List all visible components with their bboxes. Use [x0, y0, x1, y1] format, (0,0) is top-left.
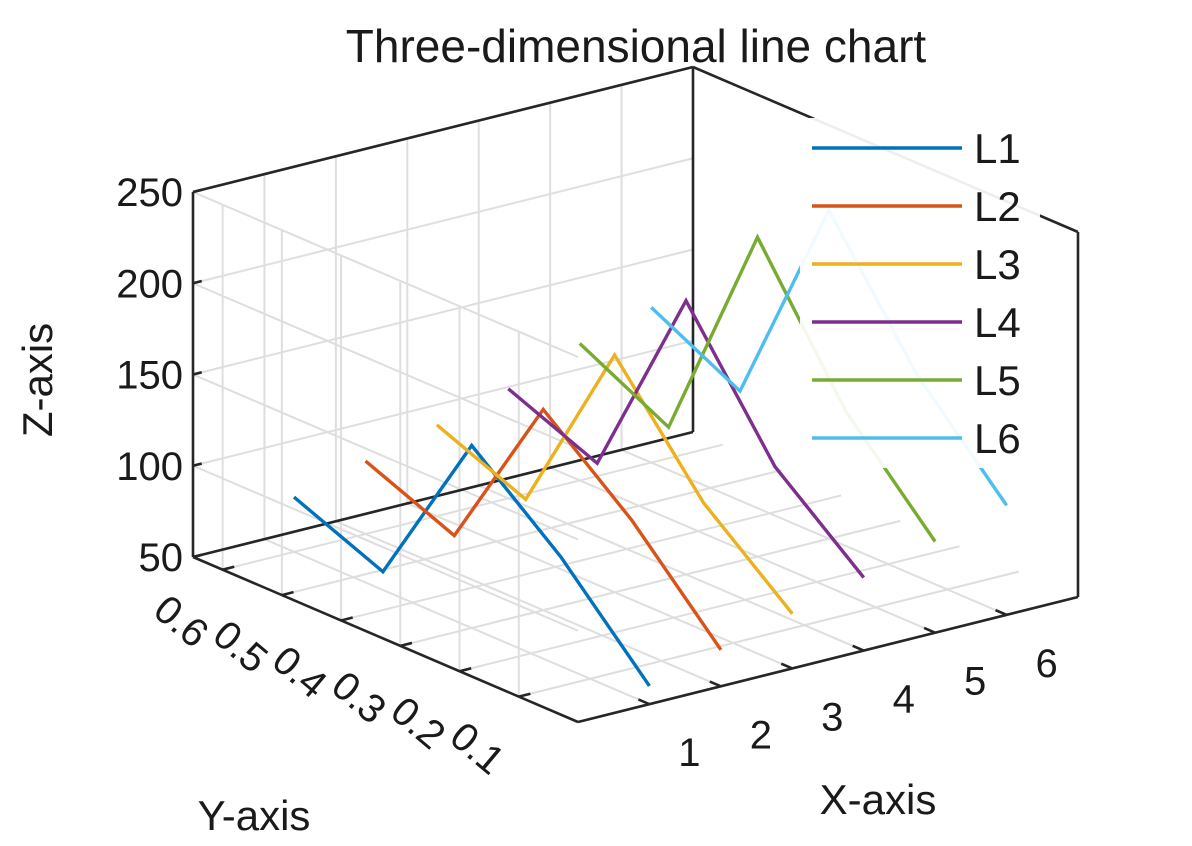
y-axis-label: Y-axis: [198, 792, 311, 839]
z-tick-mark: [192, 553, 203, 559]
y-tick-mark: [399, 641, 413, 648]
grid-line: [192, 191, 579, 358]
chart-title: Three-dimensional line chart: [346, 20, 927, 72]
z-tick-mark: [192, 188, 203, 194]
x-tick-mark: [709, 680, 722, 688]
y-tick-mark: [281, 590, 294, 597]
z-axis-label: Z-axis: [14, 323, 61, 437]
z-tick-label: 250: [116, 171, 183, 215]
x-tick-mark: [637, 698, 650, 706]
grid-line: [192, 282, 579, 450]
grid-line: [264, 538, 650, 706]
z-tick-mark: [192, 462, 203, 468]
x-tick-label: 2: [750, 713, 772, 757]
y-tick-mark: [459, 667, 472, 673]
y-axis-line: [192, 555, 579, 724]
grid-line: [192, 157, 694, 285]
z-tick-mark: [192, 371, 203, 376]
z-tick-mark: [192, 279, 203, 285]
legend-label-l3: L3: [974, 241, 1021, 288]
z-tick-label: 100: [116, 445, 183, 489]
grid-line: [518, 570, 1020, 698]
x-axis-label: X-axis: [820, 776, 937, 823]
series-line-l1: [292, 442, 651, 687]
legend: L1 L2 L3 L4 L5 L6: [800, 118, 1040, 468]
series-line-l3: [435, 351, 794, 615]
series-line-l4: [507, 297, 866, 579]
x-tick-mark: [780, 662, 793, 670]
x-tick-label: 5: [964, 660, 986, 704]
x-tick-label: 3: [821, 695, 843, 739]
box-edge: [192, 65, 694, 194]
x-tick-label: 4: [893, 678, 915, 722]
x-axis-line: [577, 595, 1079, 724]
x-tick-mark: [923, 626, 936, 634]
grid-line: [621, 448, 1007, 616]
y-tick-mark: [518, 692, 531, 698]
grid-line: [192, 373, 579, 541]
legend-box: [800, 118, 1040, 468]
grid-line: [281, 469, 783, 597]
z-tick-label: 200: [116, 262, 183, 306]
legend-label-l1: L1: [974, 125, 1021, 172]
grid-line: [192, 248, 694, 376]
legend-label-l2: L2: [974, 183, 1021, 230]
y-tick-mark: [222, 565, 235, 571]
grid-line: [340, 494, 842, 622]
grid-line: [192, 464, 579, 632]
x-tick-mark: [995, 608, 1008, 617]
series-line-l2: [364, 406, 723, 651]
grid-line: [400, 519, 901, 647]
legend-label-l6: L6: [974, 415, 1021, 462]
y-tick-mark: [340, 616, 354, 622]
x-tick-label: 1: [678, 731, 700, 775]
grid-line: [459, 545, 960, 673]
grid-line: [406, 502, 793, 670]
z-tick-label: 50: [139, 536, 184, 580]
grid-line: [478, 484, 865, 652]
z-tick-label: 150: [116, 354, 183, 398]
legend-label-l5: L5: [974, 357, 1021, 404]
box-edge: [192, 430, 694, 559]
x-tick-label: 6: [1035, 642, 1057, 686]
legend-label-l4: L4: [974, 299, 1021, 346]
x-tick-mark: [852, 644, 865, 652]
